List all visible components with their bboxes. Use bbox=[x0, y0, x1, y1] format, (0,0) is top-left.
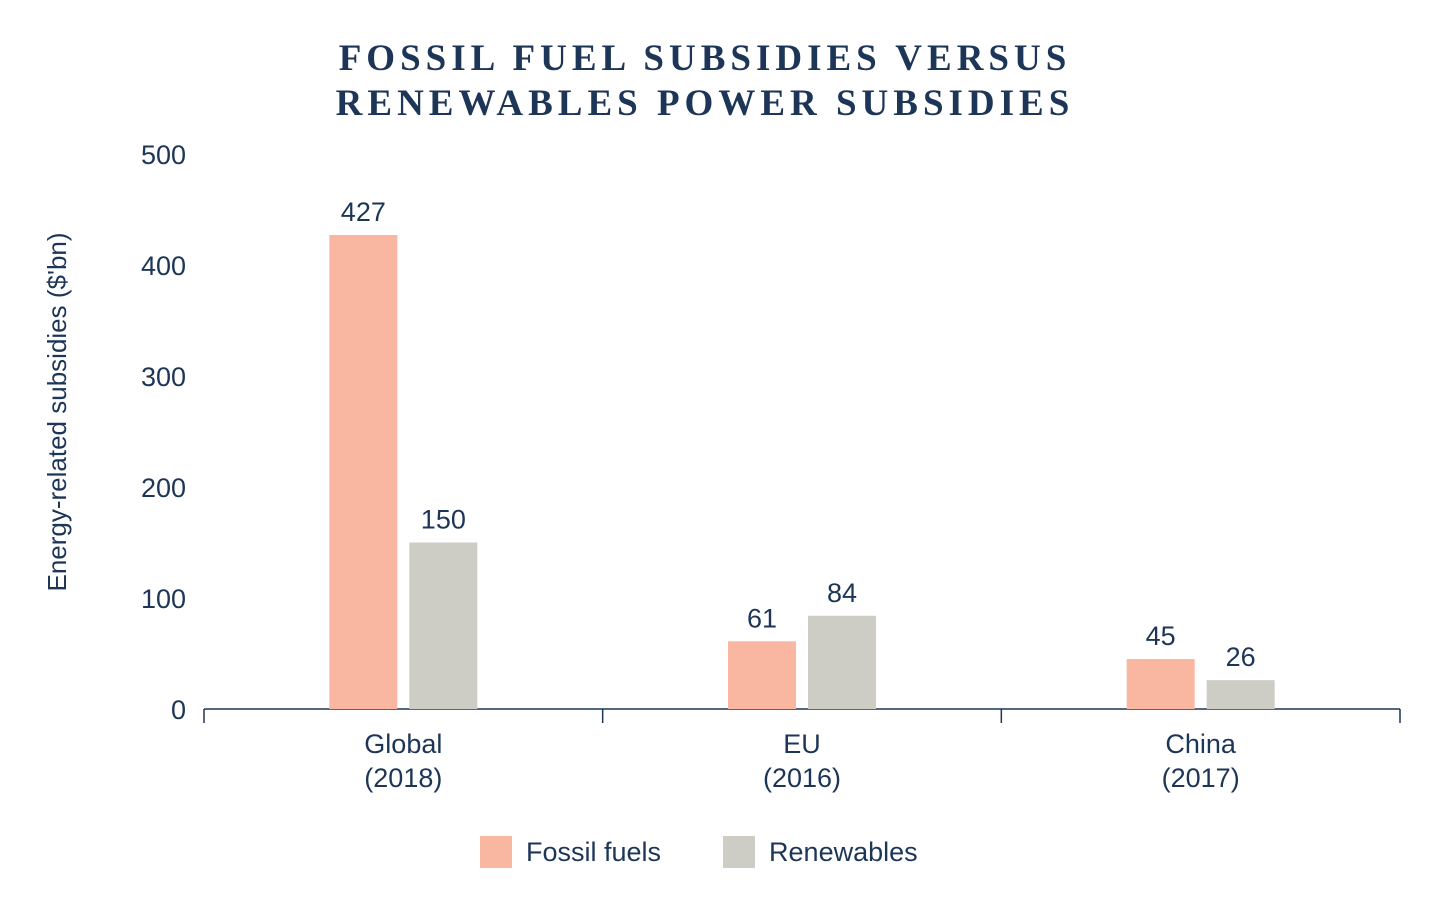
data-label: 150 bbox=[421, 505, 466, 535]
y-tick-label: 200 bbox=[141, 473, 186, 503]
chart-title: FOSSIL FUEL SUBSIDIES VERSUS RENEWABLES … bbox=[0, 36, 1410, 126]
data-label: 427 bbox=[341, 197, 386, 227]
legend-label-fossil-fuels: Fossil fuels bbox=[526, 836, 662, 867]
legend-item-renewables: Renewables bbox=[723, 836, 918, 868]
x-tick-label: China bbox=[1165, 729, 1237, 759]
chart-title-line-1: FOSSIL FUEL SUBSIDIES VERSUS bbox=[338, 38, 1072, 79]
chart-title-line-2: RENEWABLES POWER SUBSIDIES bbox=[335, 83, 1075, 124]
y-tick-label: 0 bbox=[171, 695, 186, 725]
y-axis-label: Energy-related subsidies ($'bn) bbox=[42, 232, 72, 591]
x-tick-label: (2017) bbox=[1162, 763, 1240, 793]
x-tick-label: (2016) bbox=[763, 763, 841, 793]
y-tick-label: 500 bbox=[141, 140, 186, 170]
legend-label-renewables: Renewables bbox=[769, 836, 918, 867]
legend-item-fossil-fuels: Fossil fuels bbox=[480, 836, 661, 868]
bar-fossil-fuels bbox=[728, 641, 796, 709]
legend-swatch-fossil-fuels bbox=[480, 836, 512, 868]
legend-swatch-renewables bbox=[723, 836, 756, 868]
bar-fossil-fuels bbox=[329, 235, 398, 709]
bar-renewables bbox=[409, 542, 478, 709]
bar-renewables bbox=[1206, 680, 1275, 709]
data-label: 26 bbox=[1226, 642, 1256, 672]
data-label: 45 bbox=[1146, 621, 1176, 651]
legend: Fossil fuels Renewables bbox=[480, 836, 918, 868]
x-tick-label: EU bbox=[783, 729, 821, 759]
data-label: 61 bbox=[747, 603, 777, 633]
y-tick-label: 400 bbox=[141, 251, 186, 281]
x-tick-label: Global bbox=[364, 729, 442, 759]
y-tick-label: 300 bbox=[141, 362, 186, 392]
y-tick-label: 100 bbox=[141, 584, 186, 614]
bar-renewables bbox=[808, 615, 876, 709]
data-label: 84 bbox=[827, 578, 857, 608]
x-tick-label: (2018) bbox=[364, 763, 442, 793]
bar-fossil-fuels bbox=[1126, 659, 1195, 709]
